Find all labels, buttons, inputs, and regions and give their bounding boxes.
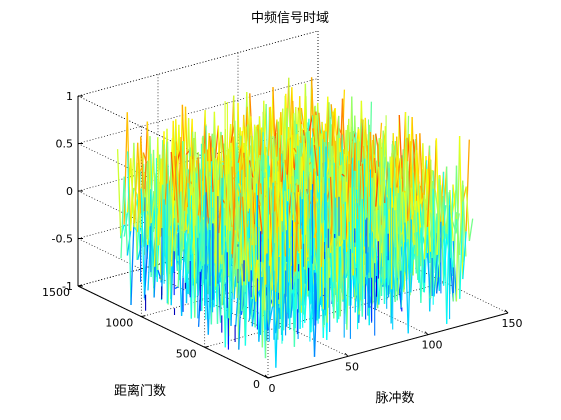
z-tick-label: -0.5 <box>52 233 73 246</box>
surface-data <box>116 77 474 368</box>
z-tick-label: 1 <box>66 90 73 103</box>
z-tick-label: 0 <box>66 185 73 198</box>
y-tick-label: 0 <box>253 378 260 391</box>
x-axis-label: 脉冲数 <box>375 391 414 406</box>
y-tick-label: 1500 <box>42 286 70 299</box>
y-axis-label: 距离门数 <box>114 383 166 399</box>
z-tick-label: -1 <box>62 280 73 293</box>
x-tick-label: 50 <box>345 360 359 373</box>
chart-title: 中频信号时域 <box>251 11 329 26</box>
x-tick-label: 100 <box>422 339 443 352</box>
z-tick-label: 0.5 <box>56 138 74 151</box>
x-tick-label: 150 <box>502 317 523 330</box>
y-tick-label: 1000 <box>105 317 133 330</box>
x-tick-label: 0 <box>269 382 276 395</box>
y-tick-label: 500 <box>176 347 197 360</box>
